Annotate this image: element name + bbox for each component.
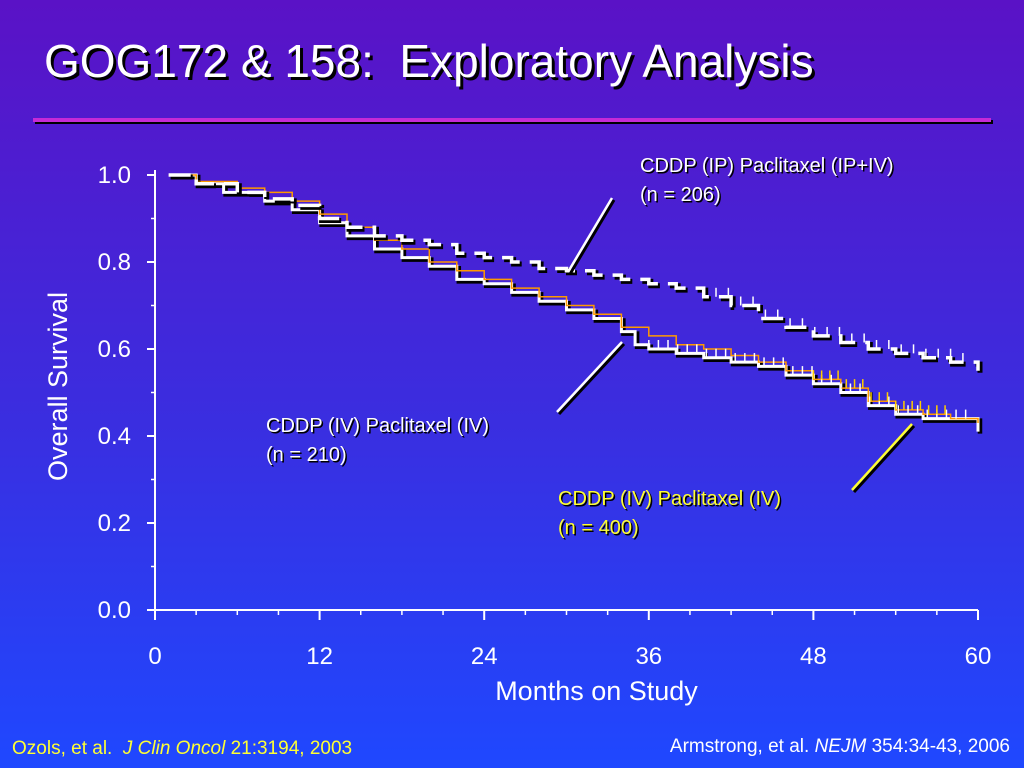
reference-ozols-detail: 21:3194, 2003 xyxy=(225,738,353,759)
y-tick-label: 0.0 xyxy=(98,597,131,624)
annotation-pointer-shadow xyxy=(568,199,616,275)
annotation-label-shadow: CDDP (IP) Paclitaxel (IP+IV) xyxy=(642,157,896,179)
annotation-n-label: (n = 206) xyxy=(640,184,721,206)
reference-ozols: Ozols, et al. J Clin Oncol 21:3194, 2003 xyxy=(12,738,352,760)
y-tick-label: 1.0 xyxy=(98,162,131,189)
y-tick-label: 0.8 xyxy=(98,249,131,276)
series-ip-paclitaxel-line-shadow xyxy=(170,174,983,373)
annotation-n-shadow: (n = 400) xyxy=(560,519,641,541)
slide-title: GOG172 & 158: Exploratory Analysis xyxy=(44,35,814,87)
reference-ozols-journal: J Clin Oncol xyxy=(122,738,226,759)
annotation-label: CDDP (IV) Paclitaxel (IV) xyxy=(266,415,489,437)
x-tick-label: 12 xyxy=(306,643,333,670)
reference-ozols-author: Ozols, et al. xyxy=(12,738,123,759)
annotation-n-shadow: (n = 210) xyxy=(268,446,349,468)
annotation-label: CDDP (IV) Paclitaxel (IV) xyxy=(558,488,781,510)
x-tick-label: 48 xyxy=(800,643,827,670)
reference-armstrong-detail: 354:34-43, 2006 xyxy=(866,736,1010,757)
annotation-pointer-shadow xyxy=(852,424,916,494)
y-tick-label: 0.4 xyxy=(98,423,131,450)
annotation-n-label: (n = 210) xyxy=(266,444,347,466)
y-axis-label: Overall Survival xyxy=(43,292,73,481)
annotation-n-label: (n = 400) xyxy=(558,517,639,539)
annotation-pointer-shadow xyxy=(557,342,626,416)
x-tick-label: 60 xyxy=(965,643,992,670)
x-tick-label: 36 xyxy=(635,643,662,670)
annotation-pointer xyxy=(851,423,913,491)
annotation-pointer xyxy=(566,197,614,273)
y-tick-label: 0.2 xyxy=(98,510,131,537)
annotation-label-shadow: CDDP (IV) Paclitaxel (IV) xyxy=(560,490,783,512)
reference-armstrong-author: Armstrong, et al. xyxy=(669,736,815,757)
annotation-label: CDDP (IP) Paclitaxel (IP+IV) xyxy=(640,155,894,177)
title-divider xyxy=(33,118,991,122)
reference-armstrong-journal: NEJM xyxy=(814,736,867,757)
x-tick-label: 24 xyxy=(471,643,498,670)
x-tick-label: 0 xyxy=(148,643,161,670)
y-tick-label: 0.6 xyxy=(98,336,131,363)
reference-armstrong: Armstrong, et al. NEJM 354:34-43, 2006 xyxy=(670,736,1010,758)
annotation-pointer xyxy=(556,341,623,413)
series-iv-paclitaxel-400-line xyxy=(168,174,979,423)
x-axis-label: Months on Study xyxy=(495,676,698,706)
annotation-label-shadow: CDDP (IV) Paclitaxel (IV) xyxy=(268,417,491,439)
series-ip-paclitaxel-line xyxy=(168,173,980,371)
annotation-n-shadow: (n = 206) xyxy=(642,186,723,208)
